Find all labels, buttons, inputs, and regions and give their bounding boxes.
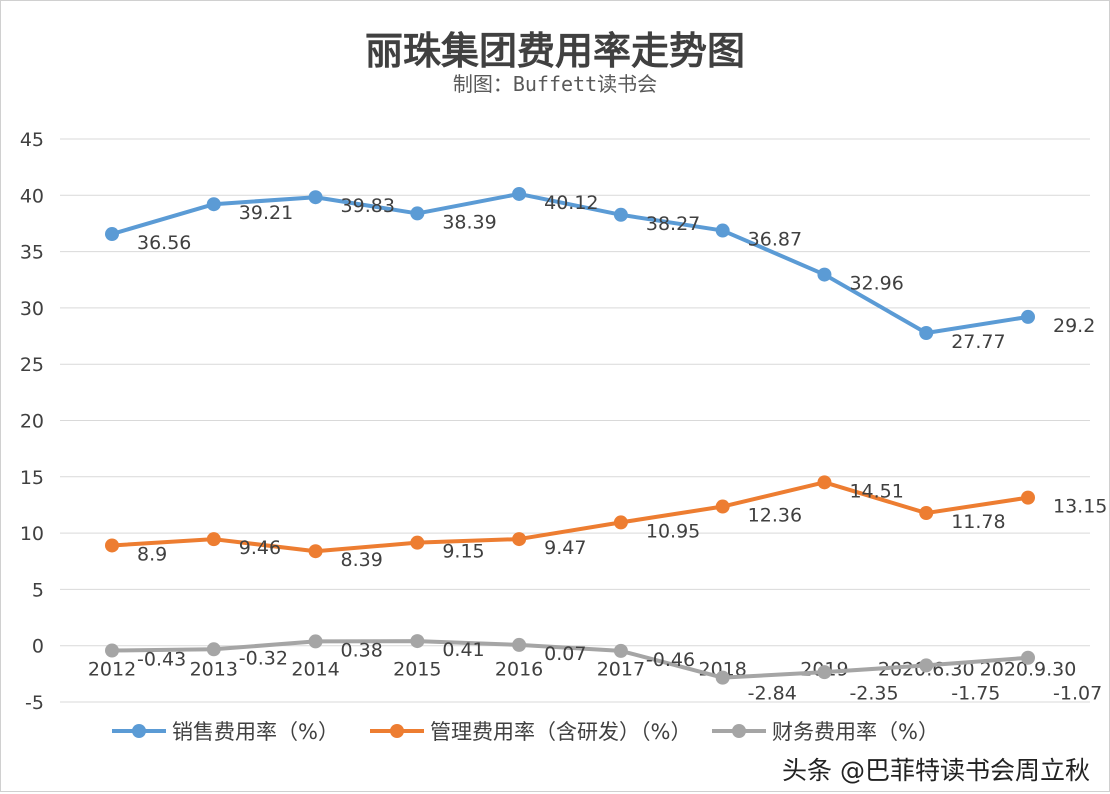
legend-label: 管理费用率（含研发）（%） [430,720,692,744]
data-point [919,658,934,673]
legend-marker-icon [370,724,424,738]
series-line [111,191,1029,336]
data-label: -0.32 [239,647,288,669]
y-tick-label: 40 [20,185,44,207]
data-label: 14.51 [849,480,903,502]
x-tick-label: 2012 [88,659,136,681]
data-point [105,538,119,553]
y-tick-label: 0 [32,636,44,658]
data-label: 8.39 [341,549,383,571]
data-label: 39.21 [239,202,293,224]
data-point [512,186,527,201]
x-tick-label: 2020.9.30 [980,659,1077,681]
data-label: 27.77 [951,331,1005,353]
data-point [1021,309,1035,324]
chart-title: 丽珠集团费用率走势图 [364,29,745,73]
data-label: 40.12 [544,192,598,214]
data-point [105,227,119,242]
data-label: -0.43 [137,649,186,671]
data-point [715,499,730,514]
data-point [512,637,527,652]
y-tick-label: 30 [20,298,44,320]
data-label: 0.38 [341,639,383,661]
data-label: 8.9 [137,543,167,565]
x-tick-label: 2015 [393,659,441,681]
legend-marker-icon [712,724,766,738]
data-label: 38.27 [646,213,700,235]
data-label: -1.75 [951,683,1000,705]
data-point [1021,490,1035,505]
data-label: 10.95 [646,520,700,542]
data-point [715,223,730,238]
data-point [206,197,221,212]
y-tick-label: 10 [20,523,44,545]
y-tick-label: 20 [20,411,44,433]
data-label: 38.39 [442,211,496,233]
data-point [410,535,425,550]
data-label: 9.15 [442,541,484,563]
data-label: 29.2 [1053,315,1095,337]
legend-item: 管理费用率（含研发）（%） [370,716,691,746]
watermark: 头条 @巴菲特读书会周立秋 [782,756,1090,785]
data-point [410,634,425,649]
data-label: 0.41 [442,639,484,661]
legend-label: 财务费用率（%） [772,720,939,744]
data-label: 0.07 [544,643,586,665]
data-point [308,544,323,559]
x-tick-label: 2013 [190,659,238,681]
data-label: -0.46 [646,649,695,671]
y-tick-label: 45 [20,129,44,151]
series-line [111,639,1029,680]
legend-label: 销售费用率（%） [172,720,339,744]
data-point [206,532,221,547]
data-point [817,267,832,282]
y-tick-label: 35 [20,242,44,264]
data-point [308,190,323,205]
data-label: 32.96 [849,273,903,295]
data-label: 9.47 [544,537,586,559]
data-point [919,326,934,341]
data-point [817,475,832,490]
data-label: -2.84 [748,683,797,705]
data-point [1021,650,1035,665]
x-tick-label: 2016 [495,659,543,681]
data-label: 12.36 [748,505,802,527]
data-point [410,206,425,221]
series-line [111,480,1029,554]
data-point [715,670,730,685]
data-label: 9.46 [239,537,281,559]
y-tick-label: -5 [25,692,44,714]
data-point [613,515,628,530]
legend-marker-icon [112,724,166,738]
data-label: 11.78 [951,511,1005,533]
y-tick-label: 25 [20,354,44,376]
data-point [613,643,628,658]
y-tick-label: 5 [32,579,44,601]
data-label: -1.07 [1053,683,1102,705]
data-point [105,643,119,658]
data-label: 39.83 [341,195,395,217]
legend-item: 销售费用率（%） [112,716,339,746]
data-label: 36.56 [137,232,191,254]
y-tick-label: 15 [20,467,44,489]
data-label: 13.15 [1053,496,1107,518]
data-point [919,506,934,521]
data-point [308,634,323,649]
data-label: -2.35 [849,683,898,705]
data-point [206,642,221,657]
data-point [613,207,628,222]
legend-item: 财务费用率（%） [712,716,939,746]
x-tick-label: 2014 [291,659,339,681]
data-point [512,532,527,547]
x-tick-label: 2017 [597,659,645,681]
data-point [817,665,832,680]
chart-subtitle: 制图：Buffett读书会 [452,72,658,96]
data-label: 36.87 [748,229,802,251]
